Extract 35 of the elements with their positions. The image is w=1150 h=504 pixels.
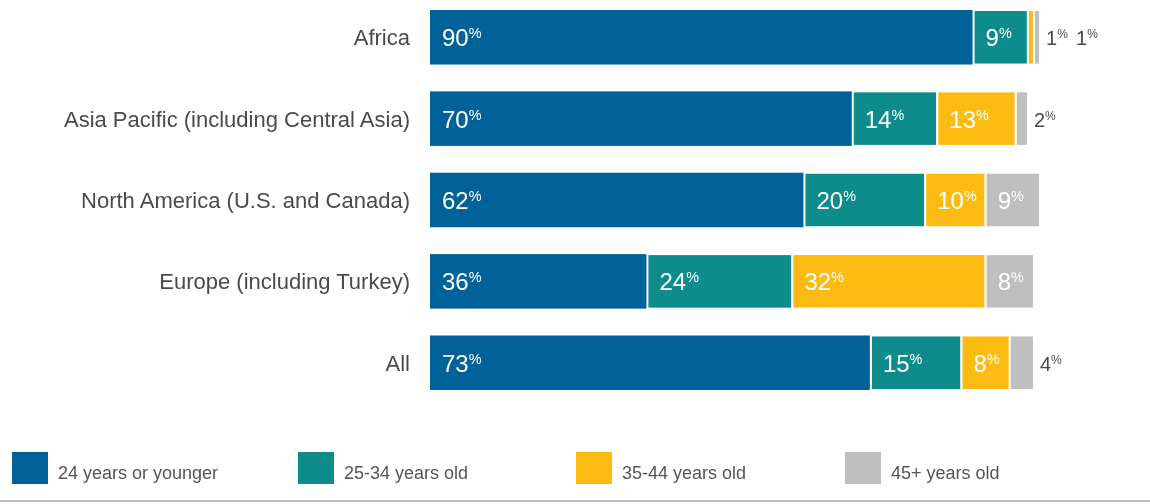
bar [430, 335, 871, 390]
data-label: 70$^{%}$ [442, 105, 482, 133]
y-tick-label: North America (U.S. and Canada) [81, 188, 410, 213]
data-label: 36$^{%}$ [442, 268, 482, 296]
legend-label: 35-44 years old [622, 463, 747, 483]
data-label: 73$^{%}$ [442, 349, 482, 377]
data-label: 13$^{%}$ [949, 105, 990, 133]
data-label: 9$^{%}$ [985, 24, 1012, 52]
data-label: 4$^{%}$ [1039, 352, 1063, 375]
data-label: 10$^{%}$ [937, 187, 977, 214]
legend-label: 45+ years old [891, 463, 1000, 483]
bar [972, 9, 1029, 66]
data-label: 1$^{%}$ [1046, 27, 1069, 50]
data-label: 15$^{%}$ [882, 349, 923, 377]
y-tick-label: Europe (including Turkey) [159, 269, 410, 295]
data-label: 20$^{%}$ [816, 187, 857, 214]
data-label: 9$^{%}$ [997, 187, 1024, 214]
legend-label: 24 years or younger [58, 463, 219, 483]
bar [430, 10, 974, 65]
bar [430, 172, 805, 228]
bar [430, 254, 648, 309]
data-label: 62$^{%}$ [442, 187, 482, 214]
data-label: 2$^{%}$ [1033, 108, 1057, 131]
data-label: 24$^{%}$ [659, 268, 700, 296]
data-label: 8$^{%}$ [973, 349, 1000, 377]
data-label: 90$^{%}$ [442, 24, 482, 52]
data-label: 14$^{%}$ [864, 105, 905, 133]
legend-label: 25-34 years old [344, 463, 469, 483]
data-label: 8$^{%}$ [997, 268, 1024, 296]
y-tick-label: Asia Pacific (including Central Asia) [63, 106, 410, 132]
bar [430, 91, 853, 146]
data-label: 1$^{%}$ [1076, 27, 1099, 50]
y-tick-label: Africa [353, 25, 411, 51]
y-tick-label: All [385, 350, 410, 376]
data-label: 32$^{%}$ [804, 268, 845, 296]
